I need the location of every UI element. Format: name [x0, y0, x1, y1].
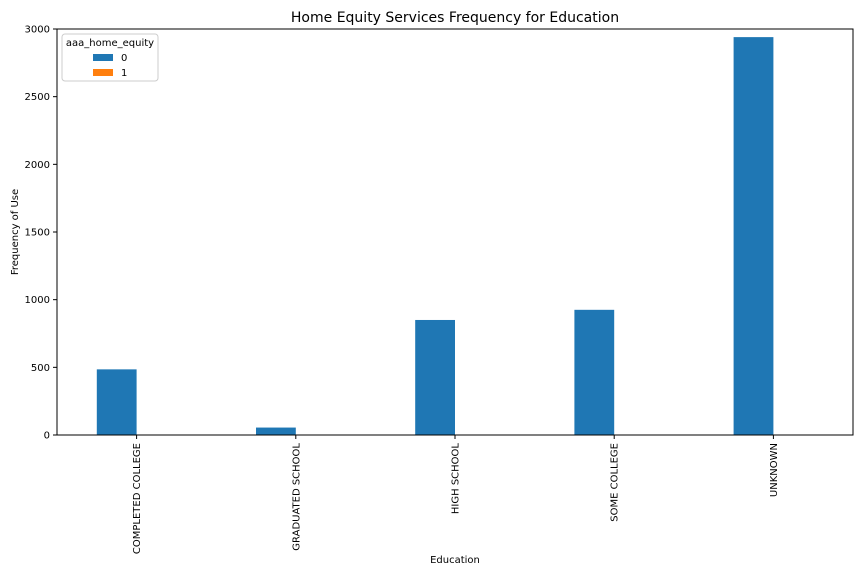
- y-tick-label-6: 3000: [25, 25, 50, 36]
- legend-title: aaa_home_equity: [66, 38, 154, 49]
- x-tick-label-1: GRADUATED SCHOOL: [291, 443, 302, 551]
- legend-label-1: 1: [121, 68, 127, 79]
- y-tick-label-5: 2500: [25, 92, 50, 103]
- legend-label-0: 0: [121, 53, 127, 64]
- y-tick-label-1: 500: [31, 363, 50, 374]
- bar-series-0-4: [733, 37, 774, 436]
- y-tick-label-0: 0: [44, 431, 50, 442]
- x-tick-label-3: SOME COLLEGE: [610, 443, 621, 522]
- y-tick-label-4: 2000: [25, 160, 50, 171]
- bar-series-0-2: [415, 319, 455, 435]
- chart-title: Home Equity Services Frequency for Educa…: [291, 10, 619, 26]
- y-tick-label-3: 1500: [25, 228, 50, 239]
- x-tick-label-0: COMPLETED COLLEGE: [132, 443, 143, 554]
- plot-frame: [56, 28, 854, 436]
- bar-series-0-0: [96, 369, 137, 435]
- bars-layer: [96, 37, 774, 436]
- bar-series-0-1: [256, 427, 296, 435]
- x-tick-label-2: HIGH SCHOOL: [451, 443, 462, 515]
- y-tick-label-2: 1000: [25, 295, 50, 306]
- y-axis: 0 500 1000 1500 2000 2500 3000: [25, 25, 57, 442]
- x-axis: COMPLETED COLLEGE GRADUATED SCHOOL HIGH SC…: [132, 435, 780, 554]
- legend-swatch-0: [93, 54, 113, 61]
- y-axis-title: Frequency of Use: [10, 189, 21, 275]
- legend-swatch-1: [93, 69, 113, 76]
- bar-series-0-3: [574, 309, 615, 435]
- x-tick-label-4: UNKNOWN: [769, 443, 780, 497]
- legend: aaa_home_equity 0 1: [61, 33, 159, 82]
- x-axis-title: Education: [430, 555, 480, 566]
